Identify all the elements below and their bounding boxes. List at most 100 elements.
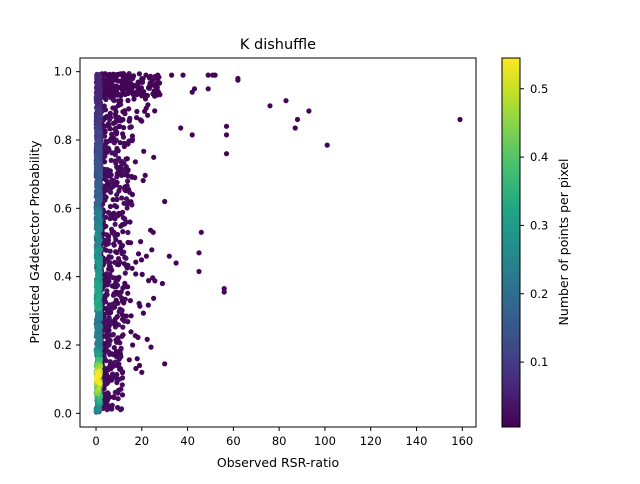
data-point [94,233,100,239]
data-point [108,189,114,195]
data-point [136,71,142,77]
data-point [114,71,120,78]
data-point [105,308,111,314]
colorbar [502,58,520,427]
data-point [180,72,186,78]
data-point [129,265,135,271]
data-point [103,84,109,90]
data-point [97,324,103,330]
data-point [110,394,116,400]
data-point [118,72,124,78]
data-point [121,125,127,131]
data-point [118,407,124,413]
data-point [137,117,143,123]
data-point [94,408,100,414]
colorbar-label: Number of points per pixel [556,159,571,326]
data-point [145,302,151,308]
data-point [95,339,101,345]
data-point [134,115,140,121]
data-point [133,365,139,372]
data-point [110,197,116,203]
data-point [97,74,103,80]
data-point [196,250,202,256]
data-point [130,82,137,88]
data-point [189,89,195,95]
data-point [131,96,137,102]
data-point [105,121,111,127]
data-point [143,72,149,78]
data-point [159,280,165,287]
data-point [124,156,130,162]
data-point [137,79,143,85]
data-point [116,262,122,268]
data-point [133,271,139,277]
data-point [110,74,116,80]
data-point [107,203,113,210]
data-point [96,259,102,265]
data-point [113,131,119,137]
colorbar-tick-label: 0.3 [530,218,548,232]
data-point [96,385,102,392]
x-tick-label: 100 [314,434,336,448]
data-point [95,296,101,302]
data-point [144,336,150,342]
x-tick-label: 120 [360,434,382,448]
data-point [95,179,101,185]
data-point [139,88,145,94]
data-point [95,273,101,279]
data-point [93,334,99,340]
data-point [135,251,142,257]
data-point [104,381,110,387]
data-point [149,247,155,253]
data-point [97,172,103,178]
data-point [107,394,113,400]
data-point [189,132,195,138]
data-point [139,271,145,277]
data-point [112,221,118,227]
data-point [115,396,121,402]
data-point [128,329,134,335]
data-point [205,72,211,78]
chart-title: K dishuffle [240,37,316,53]
data-point [127,298,133,304]
data-point [129,173,135,180]
data-point [145,102,151,108]
data-point [223,151,230,157]
data-point [104,167,110,173]
data-point [114,196,120,203]
data-point [132,159,138,165]
data-point [121,160,127,167]
data-point [120,285,126,291]
data-point [115,102,122,108]
data-point [113,125,119,131]
data-point [110,331,116,338]
data-point [119,250,125,257]
data-point [94,220,100,226]
data-point [141,148,147,154]
data-point [107,110,113,116]
data-point [95,98,102,104]
data-point [145,112,151,118]
data-point [221,289,227,295]
data-point [115,275,121,281]
data-point [306,108,312,114]
data-point [111,97,117,104]
data-point [150,229,156,235]
y-tick-label: 0.2 [54,338,72,352]
data-point [111,139,117,145]
data-point [120,324,126,330]
data-point [142,96,149,102]
data-point [124,73,130,79]
y-tick-label: 0.6 [54,201,72,215]
data-point [104,282,111,288]
data-point [95,124,101,130]
data-point [120,85,126,91]
data-point [102,153,108,159]
data-point [119,298,125,304]
data-point [148,344,154,350]
data-point [94,288,100,294]
data-point [107,403,113,409]
data-point [210,72,216,78]
data-point [118,92,124,99]
data-point [102,399,108,405]
